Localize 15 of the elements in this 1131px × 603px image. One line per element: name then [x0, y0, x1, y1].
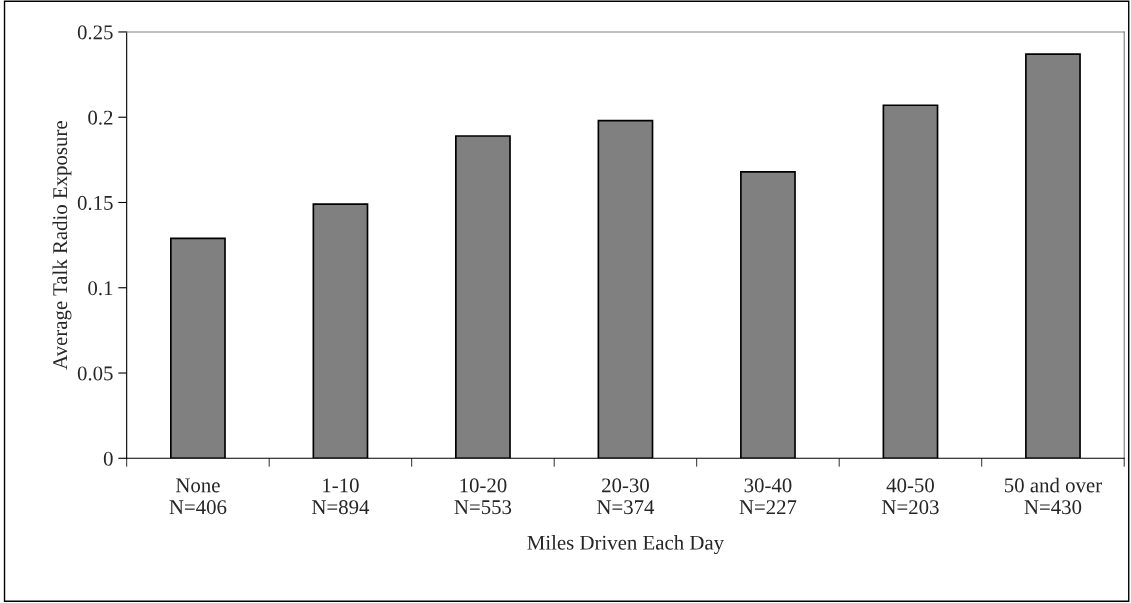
x-tick-label: 1-10 N=894	[312, 478, 370, 515]
y-tick-label: 0.2	[88, 110, 113, 125]
x-tick-label: 50 and over N=430	[1005, 477, 1102, 515]
x-axis-title: Miles Driven Each Day	[527, 535, 724, 555]
y-axis-title: Average Talk Radio Exposure	[52, 121, 72, 370]
x-tick-label: 20-30 N=374	[597, 478, 655, 515]
y-tick-label: 0.15	[77, 195, 113, 211]
x-tick-label: 40-50 N=203	[882, 478, 939, 515]
y-tick-label: 0	[103, 451, 113, 466]
x-tick-label: 30-40 N=227	[739, 478, 797, 514]
y-tick-label: 0.05	[77, 366, 113, 381]
y-tick-label: 0.25	[77, 25, 113, 40]
y-tick-label: 0.1	[88, 281, 113, 296]
x-tick-label: 10-20 N=553	[454, 478, 512, 515]
x-tick-label: None N=406	[169, 478, 227, 515]
